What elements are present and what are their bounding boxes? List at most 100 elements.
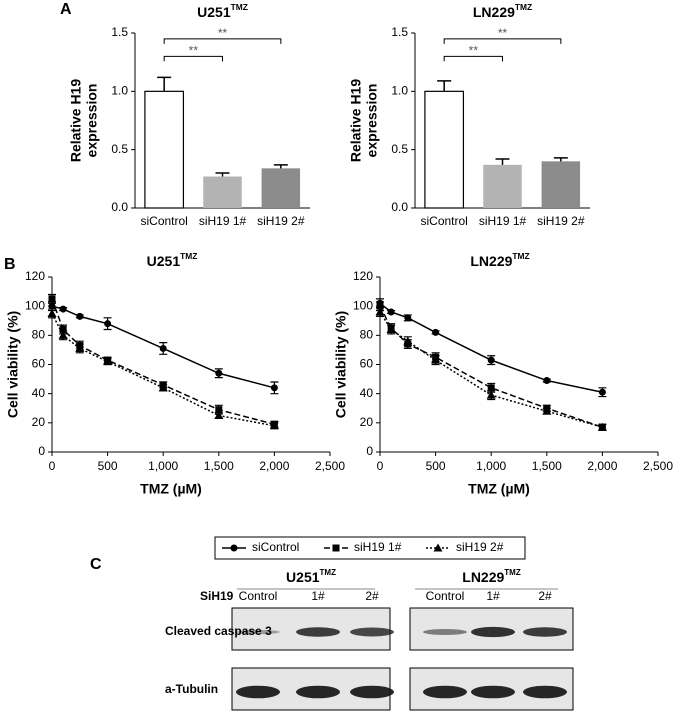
marker — [159, 344, 167, 352]
x-tick-label: 2,000 — [587, 459, 617, 473]
x-tick-label: 2,000 — [259, 459, 289, 473]
marker — [432, 328, 440, 336]
line — [379, 311, 603, 428]
blot-band — [236, 685, 280, 699]
y-axis-label: Relative H19 — [68, 79, 84, 162]
row-header: SiH19 — [200, 589, 234, 603]
line — [379, 302, 603, 393]
marker — [375, 307, 385, 316]
y-axis-label: Cell viability (%) — [5, 311, 21, 418]
x-tick-label: siH19 1# — [199, 214, 247, 228]
marker — [76, 312, 84, 320]
marker — [543, 377, 551, 385]
blot-band — [423, 685, 467, 699]
y-tick-label: 0.0 — [111, 200, 128, 214]
marker — [104, 320, 112, 328]
x-tick-label: 500 — [426, 459, 446, 473]
marker — [215, 406, 223, 414]
y-tick-label: 0 — [366, 444, 373, 458]
marker — [431, 355, 441, 364]
y-tick-label: 40 — [360, 386, 374, 400]
x-tick-label: 1,000 — [148, 459, 178, 473]
bar — [541, 161, 581, 208]
error-bar — [215, 172, 230, 177]
blot-band — [523, 627, 567, 637]
significance-label: ** — [218, 26, 228, 40]
marker — [269, 421, 279, 430]
blot-band — [236, 629, 280, 635]
line — [379, 305, 603, 428]
x-tick-label: siH19 1# — [479, 214, 527, 228]
significance-bracket — [443, 38, 562, 44]
row-label: Cleaved caspase 3 — [165, 624, 272, 638]
error-bar — [157, 76, 172, 92]
y-tick-label: 20 — [360, 415, 374, 429]
x-axis-label: TMZ (µM) — [468, 481, 530, 497]
significance-label: ** — [189, 44, 199, 58]
y-tick-label: 0.0 — [391, 200, 408, 214]
marker — [404, 314, 412, 322]
chart-title: LN229TMZ — [473, 2, 532, 19]
lane-label: 2# — [538, 589, 552, 603]
title-text: U251 — [147, 253, 181, 269]
title-superscript: TMZ — [515, 2, 532, 12]
x-tick-label: 500 — [98, 459, 118, 473]
title-superscript: TMZ — [504, 568, 521, 577]
title-text: LN229 — [462, 569, 504, 585]
x-tick-label: siH19 2# — [257, 214, 305, 228]
blot-band — [350, 685, 394, 699]
lane-label: 2# — [365, 589, 379, 603]
x-tick-label: siControl — [420, 214, 467, 228]
marker — [59, 305, 67, 313]
title-text: LN229 — [473, 4, 515, 20]
marker — [387, 308, 395, 316]
significance-bracket — [163, 55, 223, 62]
chart-title: LN229TMZ — [470, 251, 529, 268]
marker — [487, 384, 495, 392]
panel-label: B — [4, 256, 16, 273]
error-bar — [437, 80, 452, 92]
y-tick-label: 1.0 — [391, 84, 408, 98]
marker — [403, 336, 413, 345]
marker — [75, 343, 85, 352]
y-axis-label: expression — [364, 84, 380, 158]
legend-label: siH19 2# — [456, 540, 504, 554]
y-tick-label: 0.5 — [111, 142, 128, 156]
significance-bracket — [163, 38, 282, 44]
chart-title: U251TMZ — [197, 2, 248, 19]
marker — [433, 543, 443, 552]
blot-title: LN229TMZ — [462, 568, 521, 585]
y-tick-label: 120 — [25, 269, 45, 283]
blot-band — [471, 626, 515, 638]
marker — [487, 356, 495, 364]
y-tick-label: 100 — [353, 298, 373, 312]
marker — [376, 302, 384, 310]
title-superscript: TMZ — [512, 251, 529, 261]
row-label: a-Tubulin — [165, 682, 218, 696]
title-text: LN229 — [470, 253, 512, 269]
x-axis-label: TMZ (µM) — [140, 481, 202, 497]
blot-title: U251TMZ — [286, 568, 336, 585]
marker — [215, 369, 223, 377]
y-tick-label: 1.5 — [391, 25, 408, 39]
marker — [598, 388, 606, 396]
lane-label: 1# — [486, 589, 500, 603]
marker — [158, 383, 168, 392]
marker — [332, 544, 340, 552]
y-tick-label: 60 — [360, 357, 374, 371]
y-tick-label: 20 — [32, 415, 46, 429]
significance-bracket — [443, 55, 503, 62]
marker — [386, 325, 396, 333]
marker — [270, 384, 278, 392]
bar — [261, 168, 301, 208]
significance-label: ** — [498, 26, 508, 40]
marker — [47, 308, 57, 317]
title-superscript: TMZ — [231, 2, 248, 12]
x-tick-label: siH19 2# — [537, 214, 585, 228]
marker — [214, 411, 224, 420]
blot-band — [423, 629, 467, 635]
x-tick-label: 1,500 — [532, 459, 562, 473]
lane-label: Control — [426, 589, 465, 603]
marker — [58, 330, 68, 339]
